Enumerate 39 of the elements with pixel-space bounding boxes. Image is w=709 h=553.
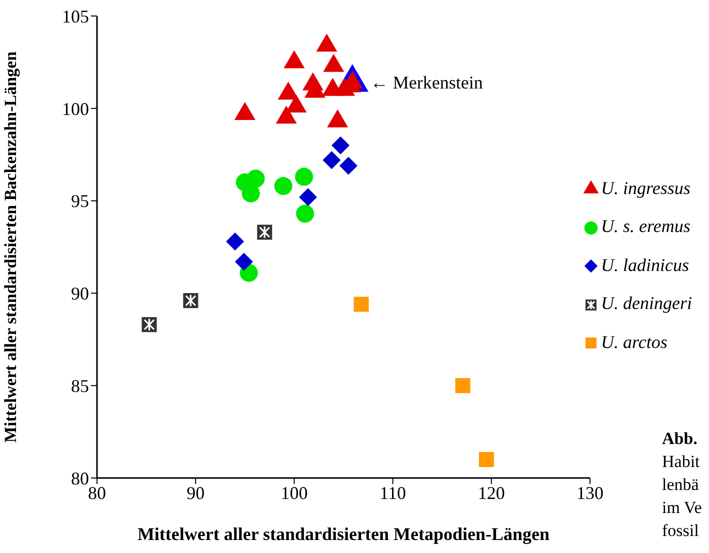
y-tick-label: 80 [71, 468, 89, 488]
x-tick-label: 120 [478, 482, 505, 503]
text: Habit [662, 451, 701, 473]
text: Abb. [662, 428, 698, 450]
legend-label: U. ladinicus [601, 254, 689, 276]
x-tick-label: 110 [380, 482, 406, 503]
point [455, 378, 470, 394]
text: im Ve [662, 497, 702, 519]
point [276, 106, 297, 124]
x-axis-title: Mittelwert aller standardisierten Metapodien-Längen [137, 524, 550, 544]
text: fossil [662, 520, 700, 542]
y-tick-label: 95 [71, 191, 89, 212]
legend-label: U. ingressus [601, 178, 690, 199]
point [284, 50, 305, 68]
x-tick-label: 80 [88, 482, 106, 503]
point [234, 252, 253, 271]
x-tick-label: 130 [576, 482, 604, 503]
y-tick-label: 85 [71, 376, 89, 396]
point [295, 168, 314, 186]
legend-label: U. s. eremus [601, 216, 690, 238]
legend-label: U. arctos [601, 332, 668, 353]
annotation: ← Merkenstein [370, 72, 483, 93]
point [296, 204, 314, 223]
y-tick-label: 90 [71, 284, 89, 304]
x-tick-label: 100 [280, 482, 308, 503]
point [278, 82, 299, 100]
y-tick-label: 105 [62, 6, 89, 26]
text: lenbä [662, 474, 700, 496]
point [299, 188, 318, 206]
point [323, 54, 344, 72]
legend-label: U. deningeri [601, 293, 692, 314]
y-axis-title: Mittelwert aller standardisierten Backenzahn-Längen [1, 50, 20, 443]
y-tick-label: 100 [62, 98, 89, 119]
point [316, 34, 338, 52]
point [226, 232, 244, 250]
point [354, 296, 369, 312]
point [234, 102, 256, 120]
point [327, 109, 348, 128]
x-tick-label: 90 [186, 482, 205, 503]
